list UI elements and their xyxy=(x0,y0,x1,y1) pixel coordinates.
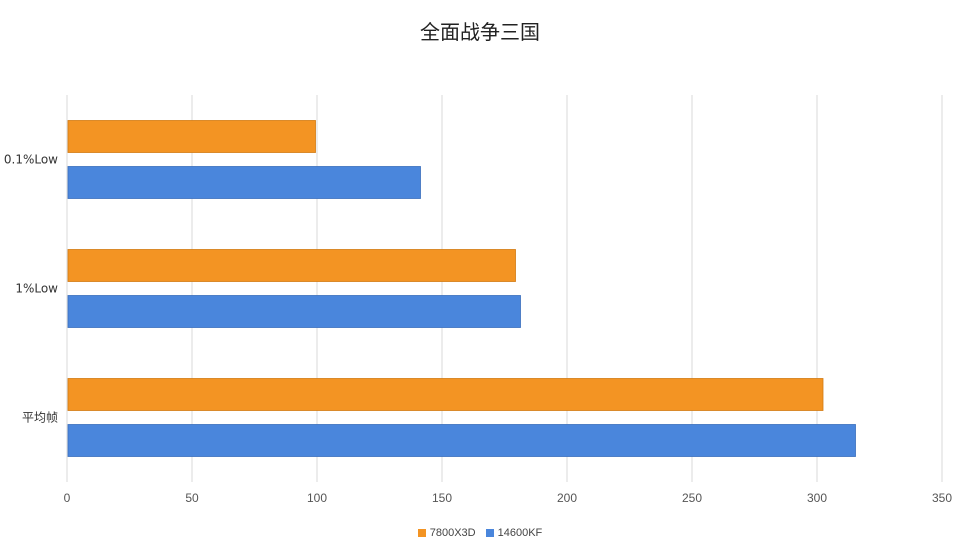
gridlines xyxy=(66,95,943,482)
legend-swatch xyxy=(417,529,426,537)
bar-14600kf xyxy=(67,295,521,328)
legend-label: 14600KF xyxy=(497,527,543,539)
legend-item: 7800X3D xyxy=(417,527,476,539)
x-tick-label: 350 xyxy=(932,491,952,505)
axis-labels: 0 50 100 150 200 250 300 350 0.1%Low 1%Low 平均帧 xyxy=(4,153,952,506)
legend-swatch xyxy=(485,529,494,537)
x-tick-label: 200 xyxy=(557,491,577,505)
bar-14600kf xyxy=(67,166,421,199)
legend-item: 14600KF xyxy=(485,527,543,539)
x-tick-label: 300 xyxy=(807,491,827,505)
category-label: 1%Low xyxy=(15,282,58,296)
bars xyxy=(67,120,856,457)
x-tick-label: 0 xyxy=(64,491,71,505)
bar-7800x3d xyxy=(67,120,316,153)
category-label: 0.1%Low xyxy=(4,153,58,167)
bar-7800x3d xyxy=(67,249,516,282)
legend: 7800X3D 14600KF xyxy=(0,527,960,539)
legend-label: 7800X3D xyxy=(429,527,476,539)
bar-7800x3d xyxy=(67,378,824,411)
x-tick-label: 250 xyxy=(682,491,702,505)
x-tick-label: 100 xyxy=(307,491,327,505)
bar-14600kf xyxy=(67,424,856,457)
x-tick-label: 50 xyxy=(185,491,199,505)
category-label: 平均帧 xyxy=(22,411,58,425)
chart-title: 全面战争三国 xyxy=(420,20,540,44)
x-tick-label: 150 xyxy=(432,491,452,505)
